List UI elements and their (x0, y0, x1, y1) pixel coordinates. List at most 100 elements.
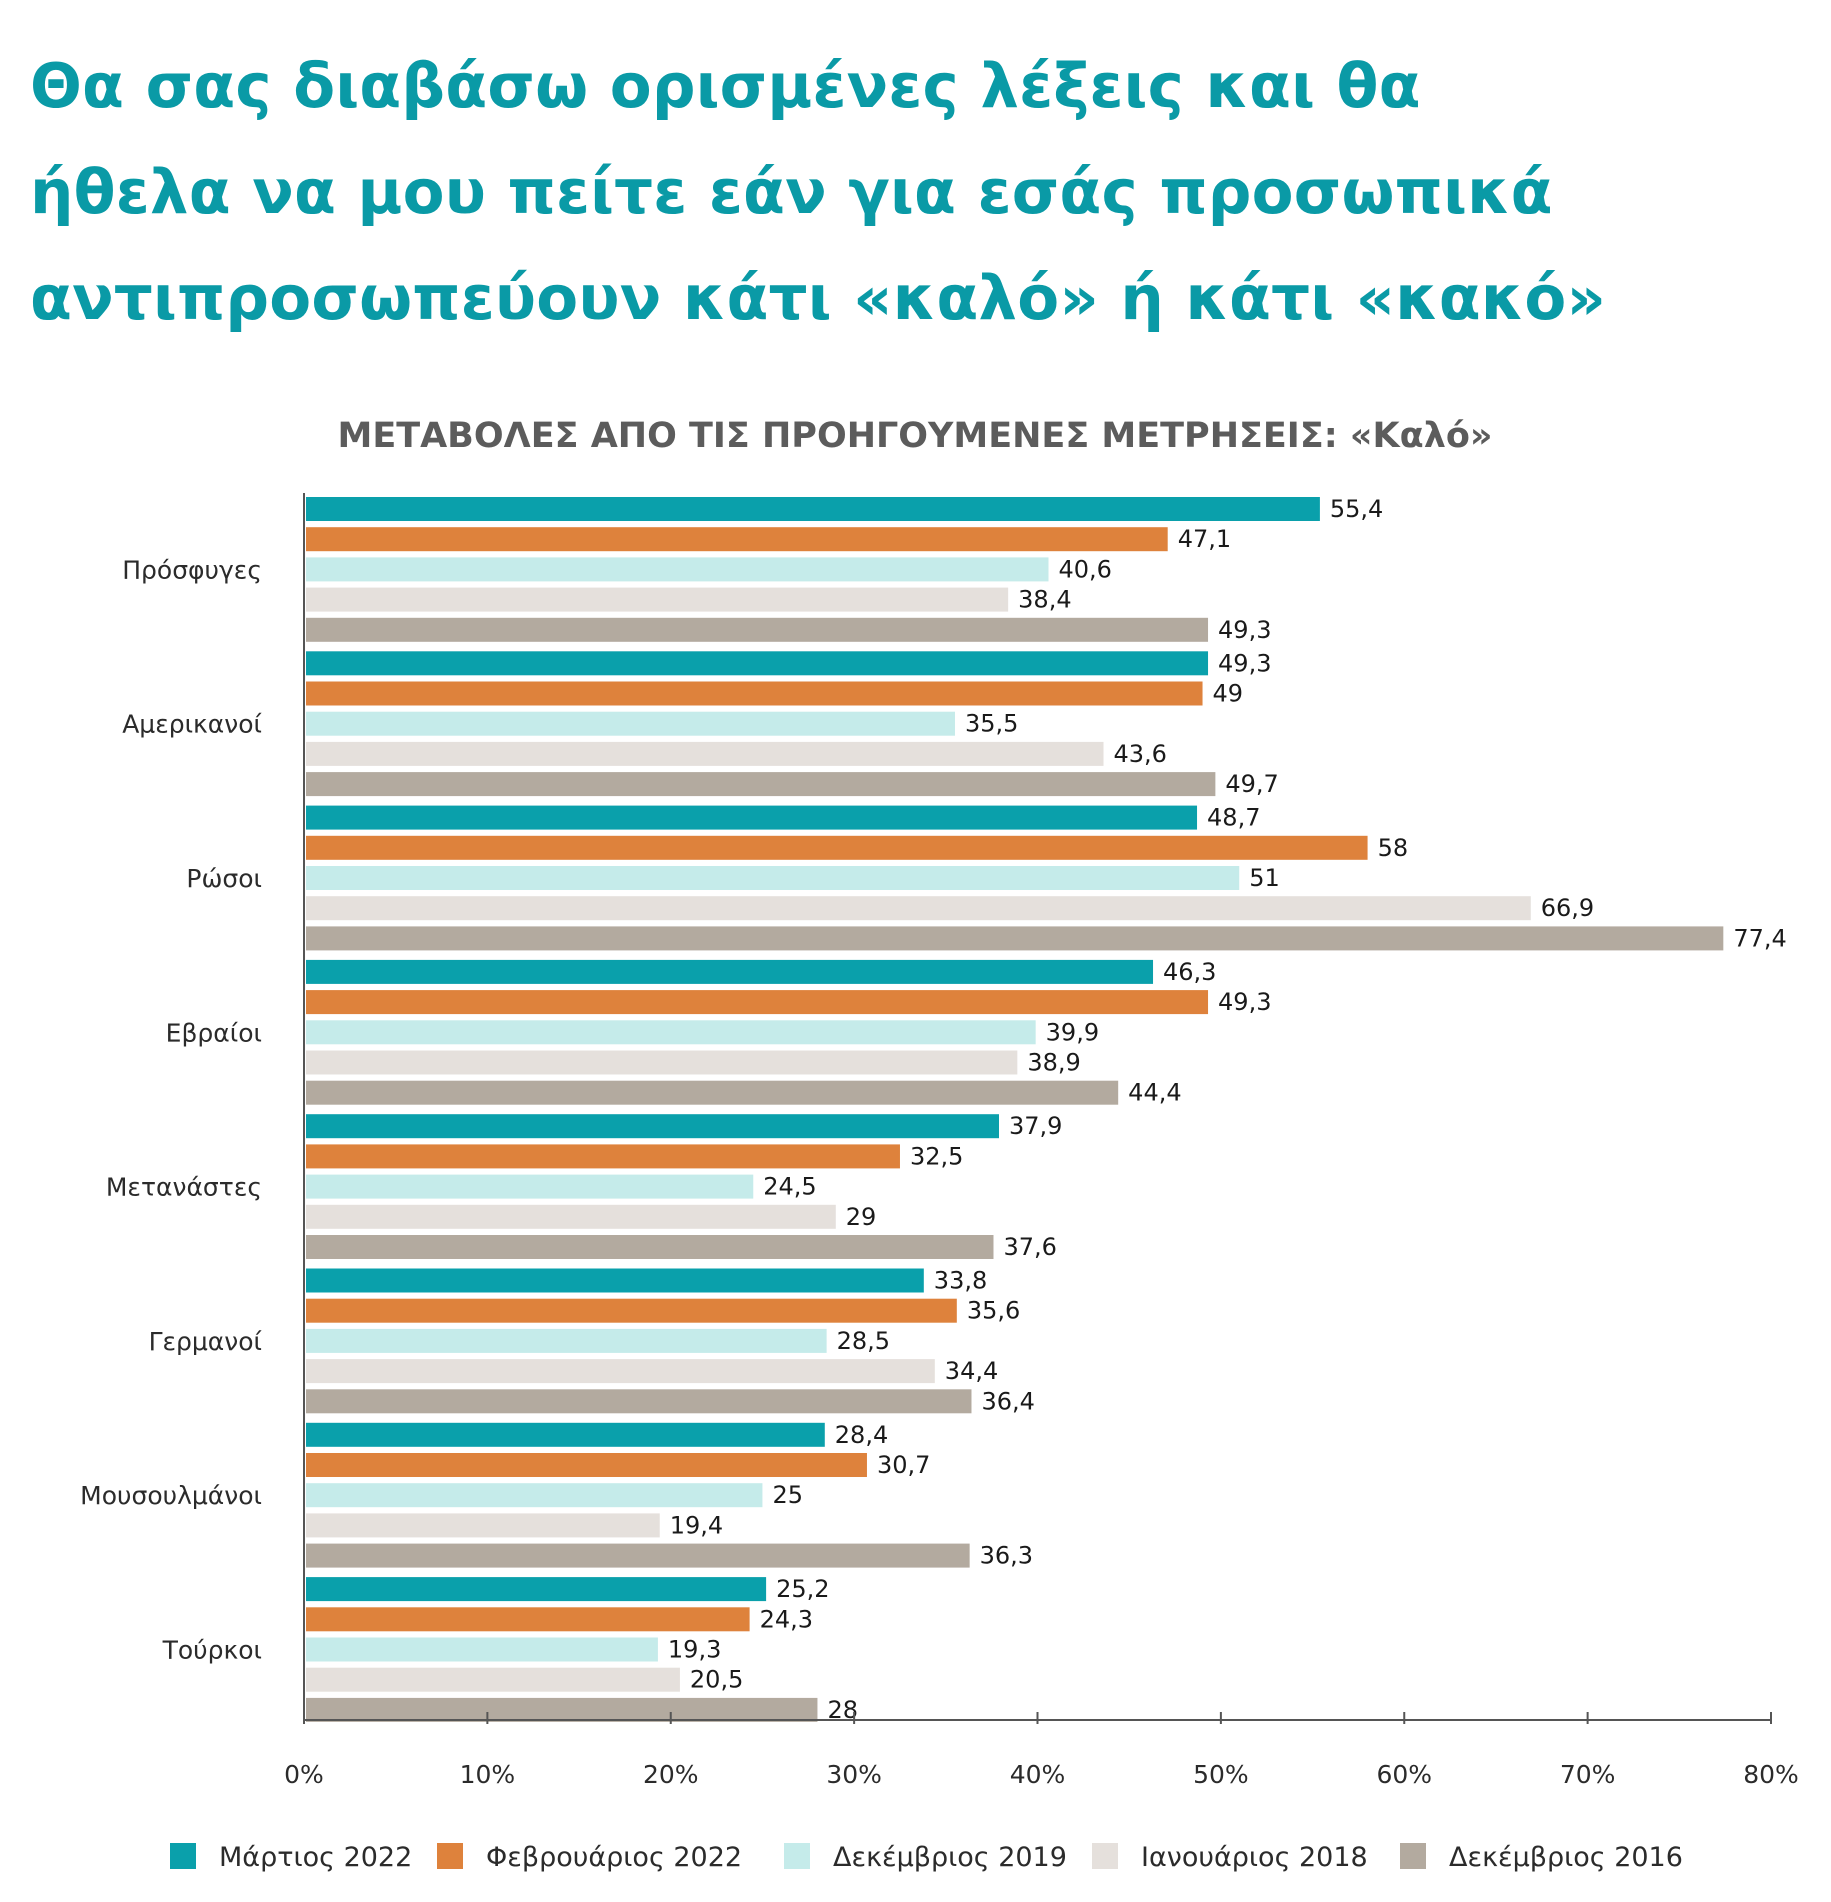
x-axis: 0% 10% 20% 30% 40% 50% 60% 70% 80% (284, 493, 1799, 1789)
value-label: 30,7 (877, 1451, 930, 1479)
bar (306, 1667, 680, 1692)
bar (306, 711, 955, 736)
bar (306, 926, 1724, 951)
bar (306, 681, 1203, 706)
bar (306, 527, 1168, 552)
bar (306, 1050, 1018, 1075)
value-label: 49,3 (1218, 988, 1271, 1016)
legend-label: Μάρτιος 2022 (219, 1842, 412, 1873)
bar (306, 1298, 957, 1323)
value-label: 25,2 (776, 1575, 829, 1603)
value-label: 36,4 (981, 1387, 1034, 1415)
category-label: Μετανάστες (106, 1173, 262, 1202)
value-label: 66,9 (1541, 894, 1594, 922)
bar (306, 587, 1009, 612)
value-label: 29 (846, 1203, 877, 1231)
value-label: 32,5 (910, 1142, 963, 1170)
bar (306, 1020, 1036, 1045)
value-label: 19,3 (668, 1636, 721, 1664)
legend: Μάρτιος 2022 Φεβρουάριος 2022 Δεκέμβριος 2… (170, 1842, 1683, 1873)
value-label: 28,5 (837, 1327, 890, 1355)
bar (306, 1422, 825, 1447)
chart-title: Θα σας διαβάσω ορισμένες λέξεις και θα ή… (30, 34, 1810, 352)
bar (306, 1268, 924, 1293)
value-label: 34,4 (945, 1357, 998, 1385)
legend-swatch (170, 1843, 196, 1869)
category-label: Ρώσοι (186, 864, 262, 893)
bar (306, 1389, 972, 1414)
x-tick-label: 60% (1376, 1760, 1432, 1789)
bar (306, 990, 1209, 1015)
x-tick-label: 50% (1193, 1760, 1249, 1789)
value-label: 49,3 (1218, 616, 1271, 644)
value-label: 49,3 (1218, 649, 1271, 677)
bar (306, 497, 1320, 521)
category-label: Αμερικανοί (122, 710, 262, 739)
value-label: 48,7 (1207, 804, 1260, 832)
bar (306, 1483, 763, 1508)
legend-label: Ιανουάριος 2018 (1141, 1842, 1368, 1873)
value-label: 38,4 (1018, 586, 1071, 614)
x-tick-label: 10% (460, 1760, 516, 1789)
x-tick-label: 20% (643, 1760, 699, 1789)
bar (306, 1204, 836, 1229)
bar (306, 1697, 818, 1722)
category-label: Τούρκοι (162, 1636, 262, 1665)
value-label: 35,6 (967, 1297, 1020, 1325)
bar (306, 805, 1198, 830)
bar (306, 772, 1216, 797)
bar (306, 896, 1531, 921)
title-line-1: Θα σας διαβάσω ορισμένες λέξεις και θα (30, 51, 1421, 122)
bar (306, 1359, 935, 1384)
value-label: 51 (1249, 864, 1280, 892)
bar (306, 1114, 999, 1139)
value-label: 49,7 (1225, 770, 1278, 798)
legend-label: Δεκέμβριος 2016 (1449, 1842, 1683, 1873)
legend-label: Φεβρουάριος 2022 (486, 1842, 742, 1873)
legend-swatch (1400, 1843, 1426, 1869)
value-label: 35,5 (965, 710, 1018, 738)
value-label: 77,4 (1733, 924, 1786, 952)
bar (306, 617, 1209, 642)
chart-subtitle: ΜΕΤΑΒΟΛΕΣ ΑΠΟ ΤΙΣ ΠΡΟΗΓΟΥΜΕΝΕΣ ΜΕΤΡΗΣΕΙΣ… (337, 416, 1492, 456)
category-label: Εβραίοι (166, 1018, 262, 1047)
value-label: 24,5 (763, 1173, 816, 1201)
bar (306, 866, 1240, 890)
category-labels-group: Πρόσφυγες Αμερικανοί Ρώσοι Εβραίοι Μετανάστε… (80, 555, 262, 1664)
bar (306, 1513, 660, 1538)
title-line-2: ήθελα να μου πείτε εάν για εσάς προσωπικ… (30, 157, 1553, 228)
x-tick-label: 70% (1560, 1760, 1616, 1789)
value-label: 24,3 (760, 1605, 813, 1633)
bar (306, 1577, 767, 1602)
value-label: 43,6 (1114, 740, 1167, 768)
value-label: 39,9 (1046, 1018, 1099, 1046)
value-label: 58 (1378, 834, 1409, 862)
value-label: 20,5 (690, 1666, 743, 1694)
value-label: 40,6 (1059, 555, 1112, 583)
bar (306, 1174, 754, 1199)
bar (306, 1543, 970, 1568)
value-label: 37,9 (1009, 1112, 1062, 1140)
bar (306, 651, 1209, 676)
x-tick-label: 30% (826, 1760, 882, 1789)
value-labels-group: 55,4 47,1 40,6 38,4 49,3 49,3 49 35,5 43,6 49,7 48… (668, 495, 1787, 1724)
value-label: 36,3 (980, 1542, 1033, 1570)
bar (306, 1607, 750, 1632)
bar (306, 1080, 1119, 1105)
category-label: Πρόσφυγες (122, 555, 262, 584)
value-label: 44,4 (1128, 1079, 1181, 1107)
bar (306, 959, 1154, 984)
bar (306, 1235, 994, 1259)
title-line-3: αντιπροσωπεύουν κάτι «καλό» ή κάτι «κακό… (30, 263, 1607, 334)
x-tick-label: 0% (284, 1760, 324, 1789)
legend-label: Δεκέμβριος 2019 (833, 1842, 1067, 1873)
value-label: 25 (772, 1481, 803, 1509)
legend-swatch (784, 1843, 810, 1869)
category-label: Γερμανοί (149, 1327, 263, 1356)
bar (306, 1453, 867, 1477)
bar (306, 1144, 900, 1169)
bars-group (306, 497, 1724, 1722)
x-tick-label: 40% (1010, 1760, 1066, 1789)
value-label: 38,9 (1027, 1049, 1080, 1077)
